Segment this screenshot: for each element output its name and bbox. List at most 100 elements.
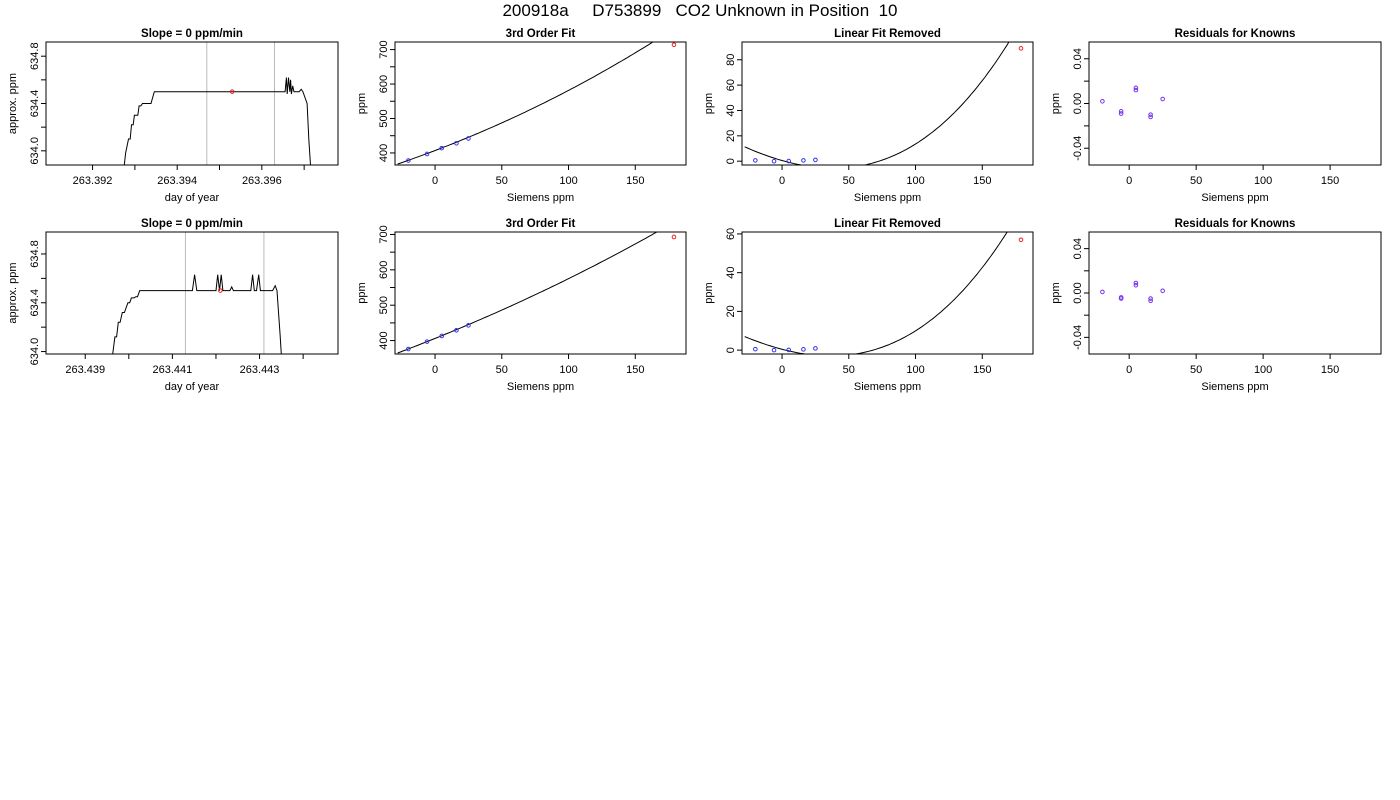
x-tick-label: 263.439 <box>65 364 105 376</box>
chart-panel-r2-time: 263.439 263.441 263.443 634.0 634.4 634.8 Slop… <box>7 218 339 393</box>
data-point <box>671 234 677 240</box>
data-point <box>1148 114 1153 120</box>
x-tick-label: 100 <box>559 364 577 376</box>
x-axis-label: Siemens ppm <box>854 192 921 204</box>
plot-frame <box>45 231 339 355</box>
y-tick-label: 40 <box>725 104 737 116</box>
x-axis-label: day of year <box>165 192 220 204</box>
figure-title: 200918a D753899 CO2 Unknown in Position … <box>502 1 898 20</box>
y-tick-label: 0.00 <box>1072 282 1084 303</box>
x-tick-label: 100 <box>1254 175 1272 187</box>
data-point <box>1118 111 1124 116</box>
x-tick-label: 100 <box>1254 364 1272 376</box>
y-axis-label: approx. ppm <box>7 262 19 323</box>
data-point <box>454 328 459 333</box>
chart-title: 3rd Order Fit <box>506 28 576 40</box>
x-tick-label: 263.443 <box>240 364 280 376</box>
x-tick-label: 263.394 <box>157 175 197 187</box>
data-point <box>439 333 445 339</box>
y-tick-label: 400 <box>378 331 390 349</box>
data-point <box>1133 282 1139 288</box>
data-point <box>1133 85 1139 91</box>
data-point <box>454 140 459 146</box>
y-axis-label: ppm <box>356 93 368 114</box>
x-tick-label: 50 <box>843 175 855 187</box>
y-tick-label: 20 <box>725 130 737 142</box>
data-point <box>1018 46 1024 51</box>
chart-panel-r2-fit: 0 50 100 150 400 500 600 700 3rd Order Fit Siemen… <box>356 218 687 393</box>
data-point <box>466 323 471 328</box>
data-point <box>1148 112 1153 117</box>
data-point <box>229 89 235 94</box>
data-point <box>218 288 223 293</box>
series-line <box>112 274 282 354</box>
y-tick-label: -0.04 <box>1072 136 1084 161</box>
plot-area <box>744 42 1024 165</box>
x-tick-label: 263.441 <box>153 364 193 376</box>
y-axis-label: approx. ppm <box>7 73 19 134</box>
y-tick-label: 634.4 <box>29 289 41 317</box>
data-point <box>439 145 445 151</box>
data-point <box>801 347 806 352</box>
x-tick-label: 100 <box>559 175 577 187</box>
x-tick-label: 50 <box>1190 175 1202 187</box>
chart-title: Slope = 0 ppm/min <box>141 28 243 40</box>
data-point <box>1160 96 1165 102</box>
plot-area <box>397 42 677 165</box>
y-tick-label: 40 <box>725 267 737 279</box>
data-point <box>1148 296 1153 301</box>
y-tick-label: 700 <box>378 225 390 243</box>
y-tick-label: 60 <box>725 228 737 240</box>
chart-panel-r1-fit: 0 50 100 150 400 500 600 700 3rd Order Fit Siemen… <box>356 28 687 204</box>
data-point <box>786 158 792 164</box>
plot-area <box>123 42 311 165</box>
chart-title: Residuals for Knowns <box>1175 218 1296 230</box>
fit-curve <box>397 42 654 165</box>
x-tick-label: 0 <box>1126 364 1132 376</box>
plot-frame <box>741 41 1034 166</box>
y-tick-label: 400 <box>378 144 390 162</box>
plot-frame <box>394 41 687 166</box>
data-point <box>1133 87 1139 93</box>
plot-frame <box>394 231 687 355</box>
data-point <box>1018 237 1024 243</box>
y-tick-label: 634.0 <box>29 137 41 165</box>
x-tick-label: 0 <box>779 175 785 187</box>
y-tick-label: -0.04 <box>1072 325 1084 350</box>
data-point <box>1133 280 1139 286</box>
data-point <box>813 157 818 163</box>
y-tick-label: 600 <box>378 261 390 279</box>
chart-panel-r2-lin: 0 50 100 150 0 20 40 60 Linear Fit Removed Siemen… <box>703 218 1034 393</box>
fit-curve <box>744 42 1010 165</box>
plot-frame <box>741 231 1034 355</box>
plot-area <box>397 232 677 354</box>
series-line <box>123 77 311 165</box>
y-tick-label: 600 <box>378 75 390 93</box>
y-tick-label: 0.04 <box>1072 238 1084 259</box>
y-tick-label: 0 <box>725 158 737 164</box>
plot-area <box>1100 85 1165 120</box>
x-axis-label: Siemens ppm <box>854 381 921 393</box>
x-axis-label: Siemens ppm <box>1201 381 1268 393</box>
y-axis-label: ppm <box>356 282 368 303</box>
y-tick-label: 634.8 <box>29 240 41 268</box>
x-tick-label: 0 <box>1126 175 1132 187</box>
y-axis-label: ppm <box>703 93 715 114</box>
data-point <box>466 136 471 141</box>
y-tick-label: 700 <box>378 40 390 58</box>
y-axis-label: ppm <box>1050 93 1062 114</box>
x-tick-label: 50 <box>843 364 855 376</box>
data-point <box>1118 109 1124 114</box>
x-tick-label: 50 <box>496 364 508 376</box>
x-tick-label: 263.396 <box>242 175 282 187</box>
data-point <box>1100 98 1105 104</box>
chart-panel-r2-res: 0 50 100 150 -0.04 0.00 0.04 Residuals for Know… <box>1050 218 1382 393</box>
x-tick-label: 0 <box>432 364 438 376</box>
data-point <box>406 158 411 163</box>
x-tick-label: 150 <box>626 364 644 376</box>
x-axis-label: Siemens ppm <box>507 192 574 204</box>
chart-title: Linear Fit Removed <box>834 28 941 40</box>
fit-curve <box>397 232 658 354</box>
data-point <box>406 346 411 352</box>
